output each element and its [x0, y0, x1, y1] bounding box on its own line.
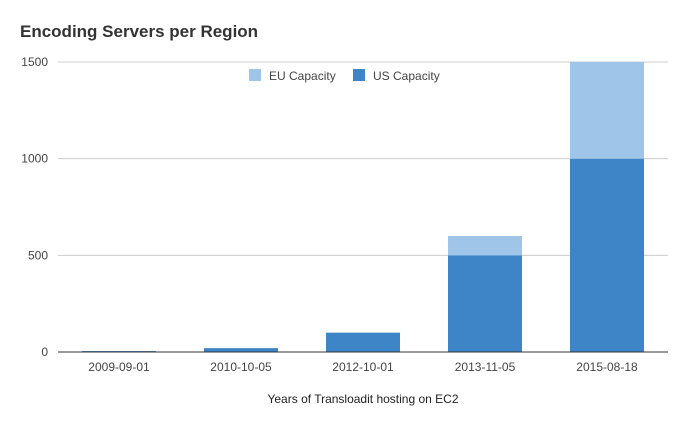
- bar-us-capacity: [570, 158, 644, 352]
- x-tick-label: 2010-10-05: [210, 360, 272, 374]
- y-tick-label: 0: [41, 345, 48, 359]
- x-tick-label: 2015-08-18: [576, 360, 638, 374]
- bar-us-capacity: [448, 255, 522, 352]
- legend-label: EU Capacity: [269, 69, 336, 83]
- bar-eu-capacity: [570, 62, 644, 159]
- x-axis-label: Years of Transloadit hosting on EC2: [267, 392, 458, 406]
- legend-swatch: [353, 69, 365, 81]
- x-tick-label: 2009-09-01: [88, 360, 150, 374]
- bar-us-capacity: [326, 332, 400, 352]
- bar-us-capacity: [204, 348, 278, 352]
- y-tick-label: 500: [28, 248, 48, 262]
- x-tick-label: 2013-11-05: [455, 360, 516, 374]
- bar-eu-capacity: [448, 236, 522, 256]
- x-tick-label: 2012-10-01: [332, 360, 394, 374]
- legend-swatch: [249, 69, 261, 81]
- y-tick-label: 1000: [21, 152, 48, 166]
- chart-title: Encoding Servers per Region: [20, 22, 258, 41]
- y-tick-label: 1500: [21, 55, 48, 69]
- legend-label: US Capacity: [373, 69, 440, 83]
